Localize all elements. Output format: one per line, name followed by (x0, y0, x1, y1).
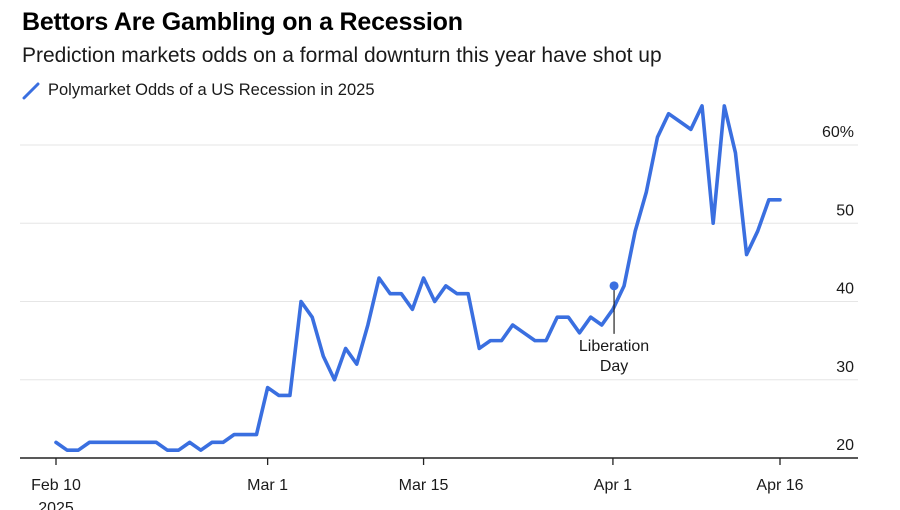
annotation-label: Liberation (579, 338, 649, 355)
x-tick-sublabel: 2025 (38, 500, 74, 510)
legend: Polymarket Odds of a US Recession in 202… (22, 81, 375, 100)
annotations: Liberation Day (579, 281, 649, 375)
y-axis: 20 30 40 50 60% (822, 124, 854, 454)
y-tick-label: 30 (836, 359, 854, 376)
series-layer (54, 104, 782, 452)
legend-line-icon (22, 82, 40, 99)
series-line (54, 104, 782, 452)
y-tick-label: 20 (836, 437, 854, 454)
x-tick-label: Apr 1 (594, 477, 632, 494)
y-tick-label: 50 (836, 202, 854, 219)
x-tick-label: Mar 1 (247, 477, 288, 494)
legend-label: Polymarket Odds of a US Recession in 202… (48, 81, 375, 99)
chart-title: Bettors Are Gambling on a Recession (22, 8, 463, 36)
x-tick-label: Mar 15 (399, 477, 449, 494)
x-tick-label: Apr 16 (756, 477, 803, 494)
liberation-day-marker (609, 281, 619, 291)
annotation-label: Day (600, 358, 628, 375)
gridlines (20, 144, 858, 381)
y-tick-label: 60% (822, 124, 854, 141)
x-axis: Feb 10 2025 Mar 1 Mar 15 Apr 1 Apr 16 (20, 457, 858, 510)
chart-subtitle: Prediction markets odds on a formal down… (22, 44, 662, 67)
y-tick-label: 40 (836, 281, 854, 298)
x-tick-label: Feb 10 (31, 477, 81, 494)
